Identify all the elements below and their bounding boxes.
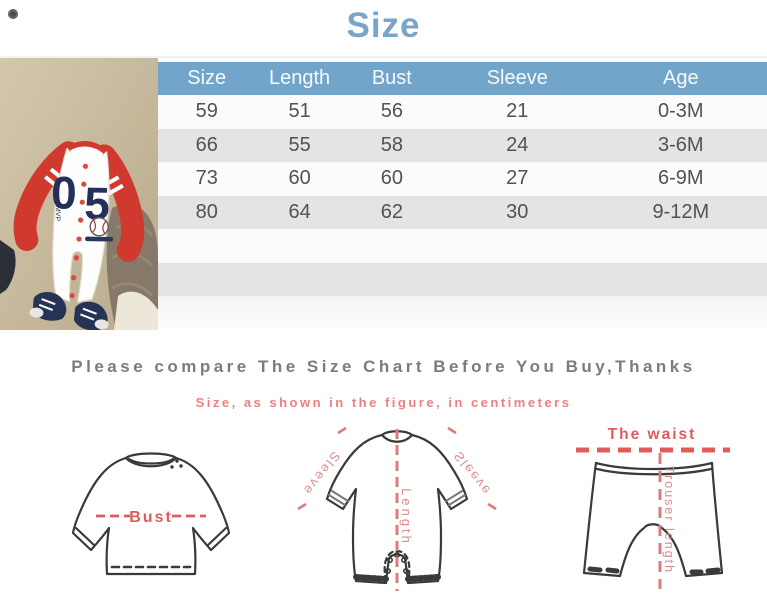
table-row: 66 55 58 24 3-6M [158,128,767,162]
snap-buttons [69,163,88,299]
compare-note: Please compare The Size Chart Before You… [71,357,696,376]
sleeve-left-label: Sleeve [300,449,344,499]
sleeve-right-ticks [447,426,497,511]
table-empty-row [158,262,767,296]
table-cell: 0-3M [658,100,704,123]
right-bootie-toe [94,319,109,330]
table-cell: 59 [195,100,218,123]
table-row: 73 60 60 27 6-9M [158,162,767,196]
shirt-cuff-lines [74,526,228,547]
pants-diagram: The waist Trouser length [556,423,762,600]
column-header-sleeve: Sleeve [486,67,548,89]
waistband [594,461,714,476]
waist-label: The waist [608,426,697,443]
table-cell: 56 [380,100,403,123]
baby-romper-photo: 0 MVP 5 [0,58,158,330]
size-table-header-row: Size Length Bust Sleeve Age [158,62,767,95]
shirt-diagram: Bust [46,436,258,599]
units-note: Size, as shown in the figure, in centime… [195,395,572,410]
shirt-sketch: Bust [71,452,231,576]
sleeve-left-ticks [297,426,347,511]
right-bootie-laces [80,307,97,321]
divider-line [0,56,767,58]
table-cell: 9-12M [652,200,710,223]
romper-diagram: Length Sleeve Sleeve [290,421,505,600]
romper: 0 MVP 5 [13,141,145,330]
table-row: 80 64 62 30 9-12M [158,195,767,229]
column-header-length: Length [269,67,331,89]
table-cell: 60 [288,167,311,190]
left-bootie-laces [38,298,56,311]
table-cell: 27 [506,167,529,190]
collar-trim [69,146,104,156]
column-header-bust: Bust [371,67,412,89]
shirt-outline [71,456,231,576]
table-cell: 55 [288,133,311,156]
table-cell: 58 [380,133,403,156]
column-header-age: Age [663,67,699,89]
romper-leg-hems [353,574,441,582]
romper-right-sleeve [92,144,145,262]
dark-shoe-prop [0,240,16,294]
romper-cuff-ribs [328,490,466,506]
romper-outline [325,433,469,585]
trouser-length-label: Trouser length [662,466,676,574]
table-empty-row [158,229,767,263]
shoulder-snaps [164,459,183,469]
hem-marks [587,566,721,575]
table-cell: 24 [506,133,529,156]
jersey-digit-zero: 0 [51,166,77,218]
baseball [89,217,109,237]
sleeve-right-label: Sleeve [451,449,495,499]
table-cell: 73 [195,167,218,190]
romper-body [52,143,110,303]
jersey-side-text: MVP [54,206,61,222]
page-title: Size [346,6,421,45]
romper-left-sleeve [13,141,81,251]
left-bootie-toe [29,307,44,318]
column-header-size: Size [187,67,227,89]
length-label: Length [399,488,414,546]
table-cell: 80 [195,200,218,223]
bust-label: Bust [129,509,173,526]
banner-patch [85,236,114,242]
romper-collar [66,141,108,156]
shirt-collar [124,452,178,468]
table-cell: 21 [506,100,529,123]
table-cell: 6-9M [658,167,704,190]
pants-outline [582,461,724,578]
table-cell: 51 [288,100,311,123]
table-empty-row [158,296,767,330]
table-row: 59 51 56 21 0-3M [158,95,767,129]
corner-dot [8,9,18,19]
baseball-seams [92,219,107,234]
size-table: Size Length Bust Sleeve Age 59 51 56 21 … [158,62,767,330]
table-cell: 3-6M [658,133,704,156]
table-cell: 66 [195,133,218,156]
table-cell: 64 [288,200,311,223]
lace-trim [114,291,158,330]
product-photo: 0 MVP 5 [0,58,158,330]
pants-sketch: The waist Trouser length [576,426,730,589]
table-cell: 62 [380,200,403,223]
romper-sketch: Length Sleeve Sleeve [297,426,497,591]
table-cell: 30 [506,200,529,223]
table-cell: 60 [380,167,403,190]
